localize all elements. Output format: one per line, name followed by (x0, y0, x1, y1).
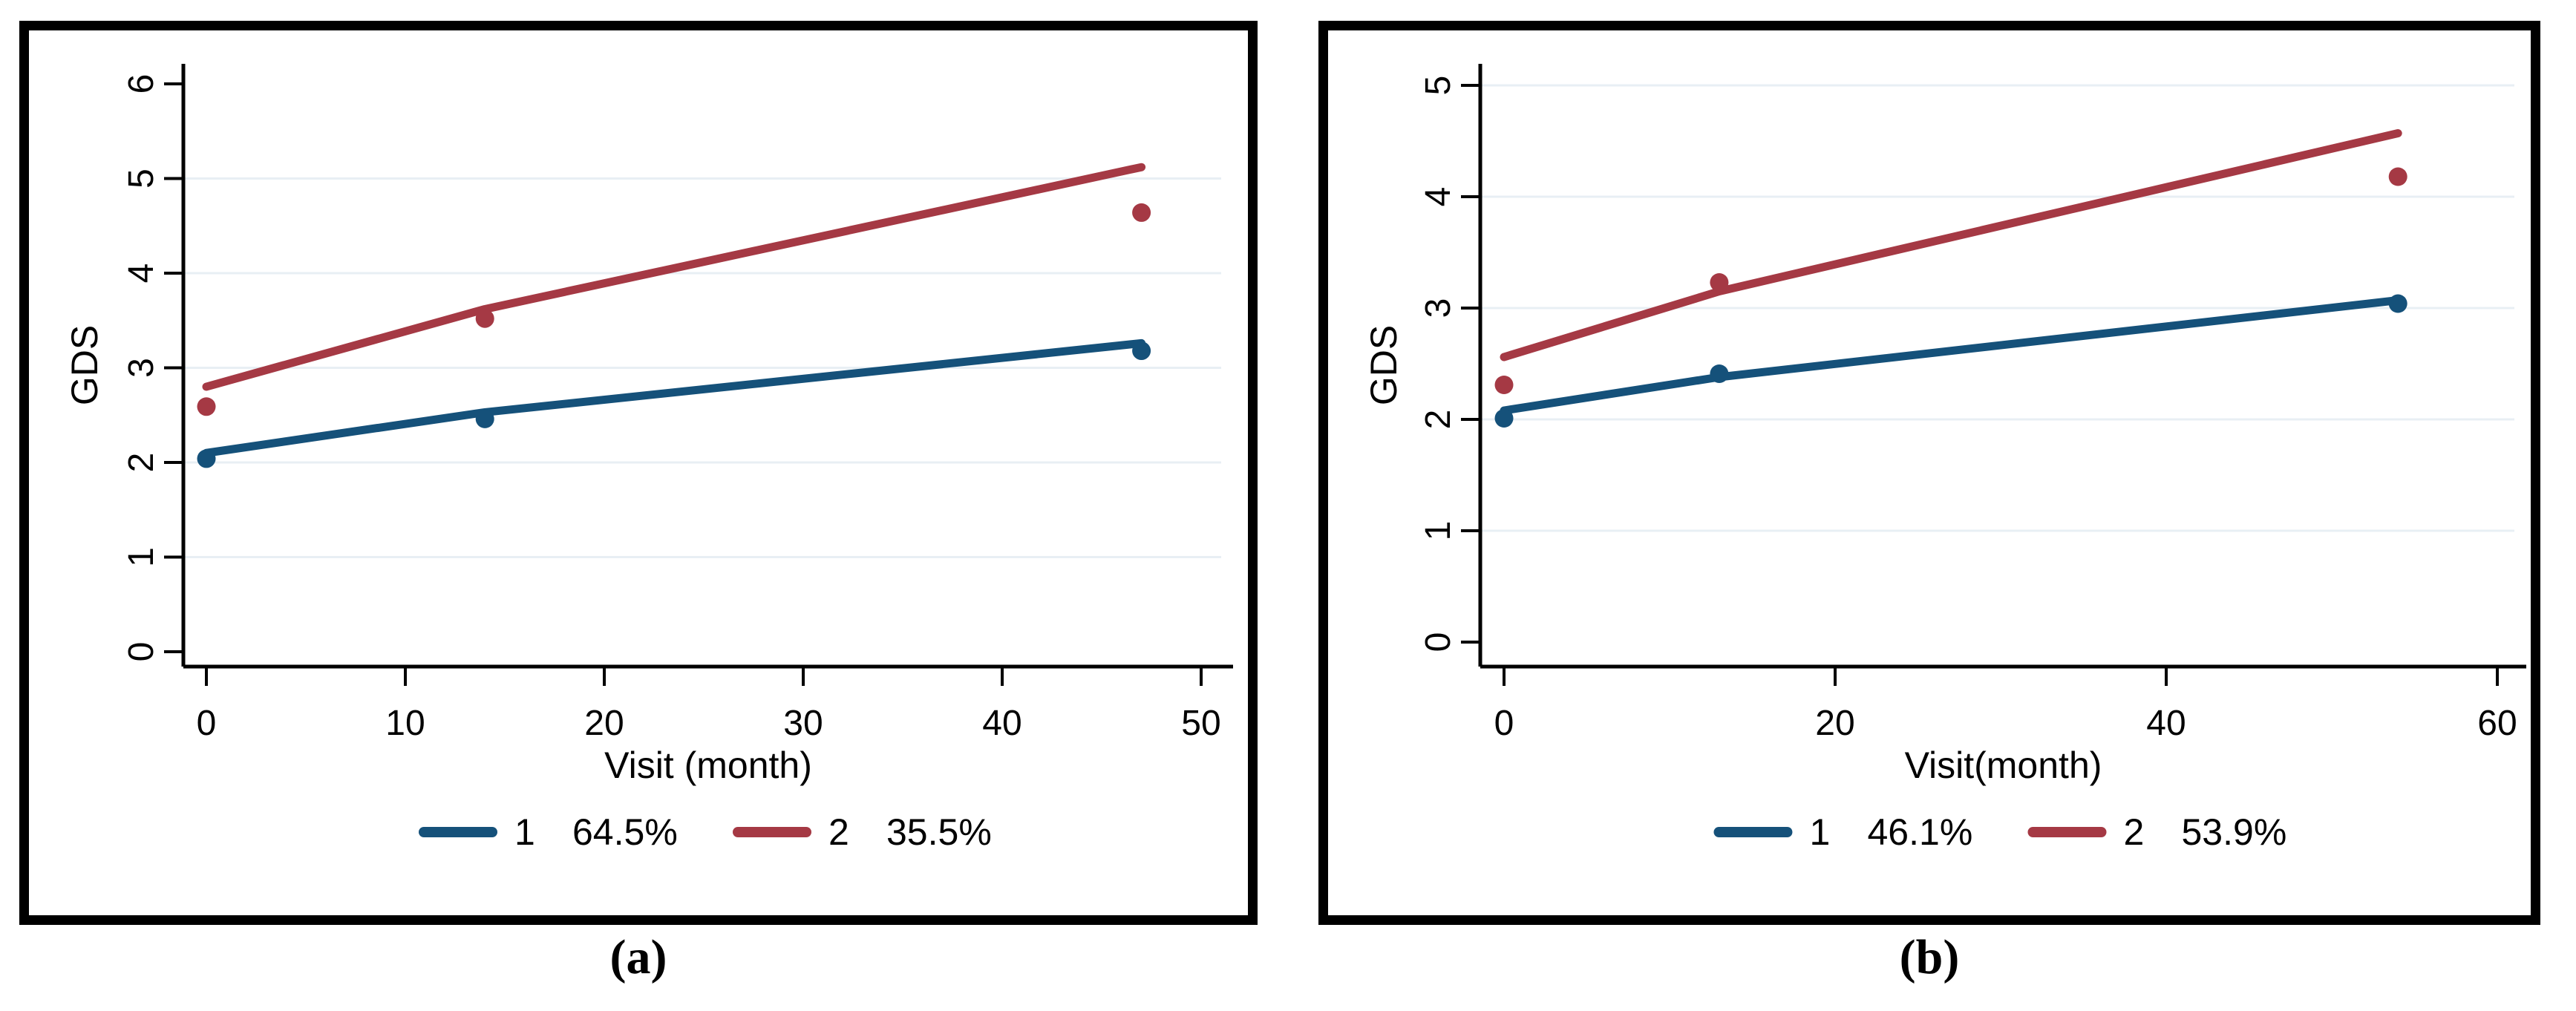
x-tick-label: 60 (2477, 704, 2517, 743)
y-tick-label: 2 (122, 453, 161, 473)
y-axis-title: GDS (64, 325, 105, 405)
x-tick-label: 40 (2146, 704, 2186, 743)
class-1-observed-point (197, 449, 216, 468)
legend-share-class-1: 46.1% (1868, 811, 1973, 853)
class-2-observed-point (1132, 203, 1151, 222)
chart-a-gds-trajectory: 0 1 2 3 4 5 6 0 10 20 30 40 50 Visit (month) GDS 1 64.5%… (64, 64, 1233, 853)
x-tick-label: 0 (1494, 704, 1514, 743)
class-2-observed-point (197, 397, 216, 416)
class-2-fit-line (1500, 129, 2402, 361)
y-tick-label: 2 (1419, 410, 1458, 430)
class-1-observed-point (1494, 409, 1514, 428)
class-2-observed-point (2388, 167, 2407, 186)
y-tick-label: 3 (1419, 298, 1458, 318)
legend-label-class-1: 1 (514, 811, 535, 853)
legend-label-class-2: 2 (828, 811, 849, 853)
class-1-fit-line (202, 338, 1146, 457)
legend-share-class-2: 35.5% (886, 811, 992, 853)
y-tick-label: 5 (1419, 76, 1458, 96)
y-tick-label: 0 (1419, 632, 1458, 652)
x-tick-label: 50 (1181, 704, 1220, 743)
class-2-observed-point (475, 309, 494, 328)
y-tick-label: 3 (122, 358, 161, 378)
chart-b-gds-trajectory: 0 1 2 3 4 5 0 20 40 60 Visit(month) GDS 1 46.1% 2 53.9% (1363, 64, 2526, 853)
class-1-observed-point (1132, 341, 1151, 361)
x-tick-label: 20 (1815, 704, 1854, 743)
legend-label-class-1: 1 (1810, 811, 1831, 853)
legend-share-class-1: 64.5% (572, 811, 678, 853)
class-1-observed-point (2388, 294, 2407, 313)
class-1-observed-point (1710, 364, 1729, 383)
y-tick-label: 4 (122, 264, 161, 284)
legend-share-class-2: 53.9% (2182, 811, 2287, 853)
x-axis-title: Visit(month) (1905, 745, 2102, 786)
class-1-observed-point (475, 409, 494, 428)
y-tick-label: 0 (122, 642, 161, 662)
x-tick-label: 20 (584, 704, 624, 743)
x-tick-label: 40 (982, 704, 1021, 743)
y-tick-label: 4 (1419, 187, 1458, 207)
legend-label-class-2: 2 (2124, 811, 2145, 853)
class-2-observed-point (1710, 273, 1729, 292)
y-axis-title: GDS (1363, 325, 1405, 405)
y-tick-label: 6 (122, 74, 161, 94)
x-axis-title: Visit (month) (604, 745, 812, 786)
x-tick-label: 30 (783, 704, 823, 743)
y-tick-label: 1 (1419, 521, 1458, 541)
class-2-fit-line (202, 163, 1146, 391)
y-tick-label: 1 (122, 547, 161, 567)
x-tick-label: 10 (385, 704, 425, 743)
panel-b: 0 1 2 3 4 5 0 20 40 60 Visit(month) GDS 1 46.1% 2 53.9% (1318, 21, 2540, 925)
caption-b: (b) (1899, 930, 1960, 984)
x-tick-label: 0 (197, 704, 217, 743)
y-tick-label: 5 (122, 168, 161, 189)
panel-a: 0 1 2 3 4 5 6 0 10 20 30 40 50 Visit (month) GDS 1 64.5%… (19, 21, 1258, 925)
caption-a: (a) (609, 930, 667, 984)
class-2-observed-point (1494, 376, 1514, 394)
